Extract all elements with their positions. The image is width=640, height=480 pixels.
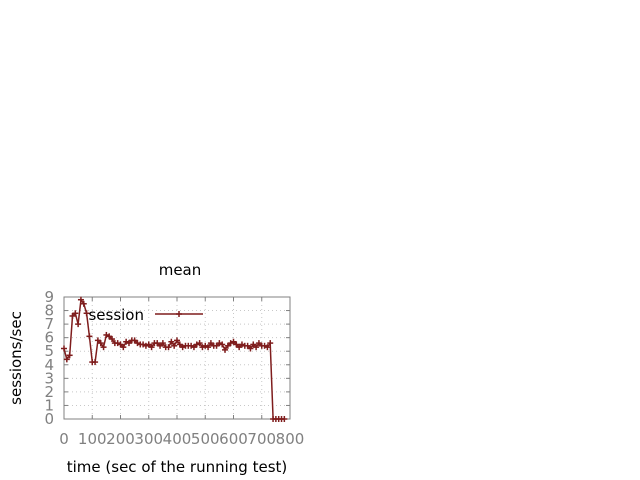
data-point xyxy=(219,341,226,348)
series-session xyxy=(61,296,288,422)
data-point xyxy=(205,344,212,351)
legend-point xyxy=(176,311,182,317)
x-axis-label: time (sec of the running test) xyxy=(67,458,288,476)
data-point xyxy=(148,344,155,351)
legend-label-session: session xyxy=(88,306,144,324)
x-tick-label: 0 xyxy=(59,430,69,448)
y-tick-label: 1 xyxy=(44,396,54,414)
data-point xyxy=(165,344,172,351)
y-tick-label: 0 xyxy=(44,410,54,428)
legend: session xyxy=(88,306,203,324)
data-point xyxy=(247,345,254,352)
x-tick-label: 800 xyxy=(276,430,305,448)
data-point xyxy=(174,337,180,344)
x-tick-label: 200 xyxy=(106,430,135,448)
data-point xyxy=(267,340,274,347)
data-point xyxy=(100,344,107,351)
grid xyxy=(64,297,290,419)
x-tick-label: 600 xyxy=(219,430,248,448)
y-tick-label: 2 xyxy=(44,383,54,401)
y-tick-label: 6 xyxy=(44,329,54,347)
data-point xyxy=(120,344,127,351)
data-point xyxy=(75,321,82,328)
y-tick-label: 3 xyxy=(44,369,54,387)
data-point xyxy=(159,340,166,347)
data-point xyxy=(281,416,288,422)
axis-ticks xyxy=(63,296,291,420)
data-point xyxy=(86,333,93,340)
data-point xyxy=(253,344,260,351)
y-tick-label: 5 xyxy=(44,342,54,360)
x-tick-label: 500 xyxy=(191,430,220,448)
x-tick-label: 700 xyxy=(247,430,276,448)
data-point xyxy=(80,300,87,307)
x-tick-label: 400 xyxy=(163,430,192,448)
data-point xyxy=(83,310,90,317)
data-point xyxy=(66,352,73,359)
data-point xyxy=(97,340,104,347)
data-point xyxy=(264,344,271,351)
x-tick-label: 300 xyxy=(134,430,163,448)
data-point xyxy=(92,359,99,366)
data-point xyxy=(171,342,178,349)
data-point xyxy=(77,296,84,303)
chart-title: mean xyxy=(159,261,202,279)
data-point xyxy=(63,356,70,363)
x-tick-label: 100 xyxy=(78,430,107,448)
data-point xyxy=(168,338,175,345)
y-axis-label: sessions/sec xyxy=(7,311,25,405)
y-tick-label: 9 xyxy=(44,288,54,306)
y-tick-label: 8 xyxy=(44,302,54,320)
data-point xyxy=(61,345,67,352)
y-tick-label: 7 xyxy=(44,315,54,333)
data-point xyxy=(196,340,203,347)
y-tick-label: 4 xyxy=(44,356,54,374)
data-point xyxy=(222,346,229,353)
data-point xyxy=(72,310,79,317)
legend-marker-session xyxy=(176,311,182,317)
data-point xyxy=(109,336,116,343)
